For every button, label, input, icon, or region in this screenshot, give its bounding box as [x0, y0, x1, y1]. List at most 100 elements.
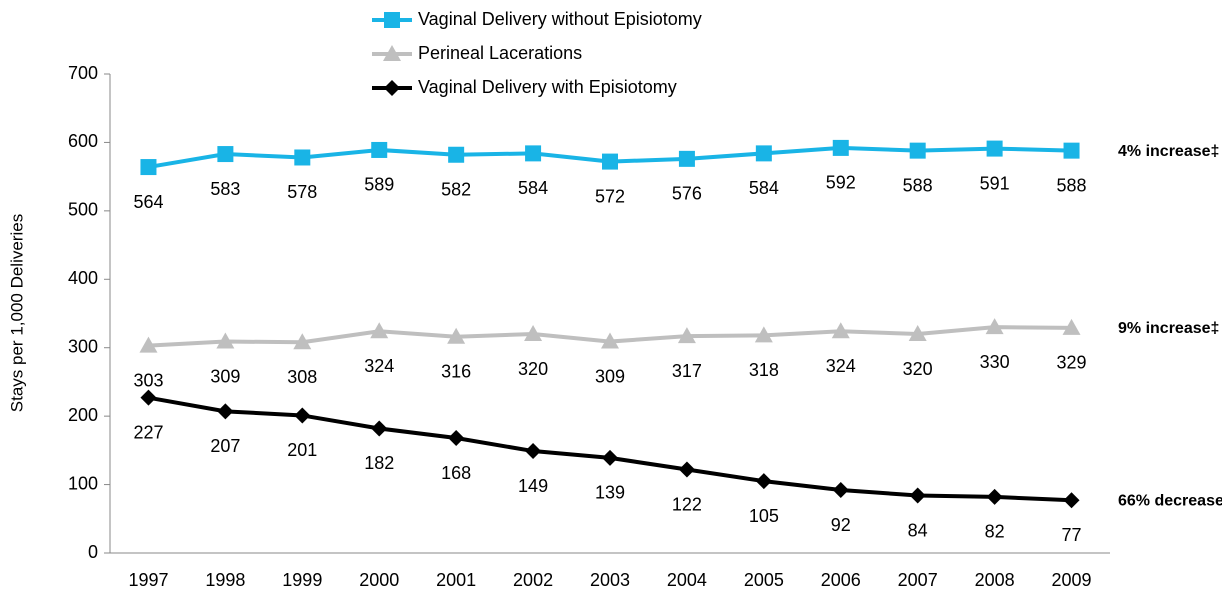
legend-label: Vaginal Delivery with Episiotomy	[418, 77, 677, 97]
data-point	[754, 326, 773, 343]
data-point	[370, 322, 389, 339]
data-label: 564	[133, 192, 163, 212]
x-tick-label: 2006	[821, 570, 861, 590]
data-label: 329	[1057, 353, 1087, 373]
data-point	[755, 473, 772, 490]
data-point	[525, 443, 542, 460]
legend-marker	[383, 45, 401, 61]
y-tick-label: 400	[68, 268, 98, 288]
data-point	[832, 482, 849, 499]
data-point	[831, 322, 850, 339]
data-label: 303	[133, 370, 163, 390]
data-label: 583	[210, 179, 240, 199]
x-tick-label: 1997	[128, 570, 168, 590]
data-point	[1063, 492, 1080, 509]
x-tick-label: 2001	[436, 570, 476, 590]
data-point	[602, 449, 618, 466]
data-point	[217, 403, 234, 420]
data-point	[602, 153, 618, 170]
data-label: 584	[518, 178, 548, 198]
annotation: 66% decrease	[1118, 493, 1222, 510]
data-point	[678, 150, 695, 167]
data-point	[832, 139, 849, 156]
data-label: 584	[749, 178, 779, 198]
data-label: 168	[441, 463, 471, 483]
x-tick-label: 2003	[590, 570, 630, 590]
y-tick-label: 600	[68, 131, 98, 151]
legend-label: Perineal Lacerations	[418, 43, 582, 63]
data-point	[139, 336, 158, 353]
data-point	[525, 145, 542, 162]
y-tick-label: 300	[68, 336, 98, 356]
data-label: 308	[287, 367, 317, 387]
data-point	[294, 149, 311, 166]
data-label: 227	[133, 422, 163, 442]
data-label: 149	[518, 476, 548, 496]
data-label: 309	[210, 366, 240, 386]
data-label: 316	[441, 362, 471, 382]
data-label: 324	[826, 356, 856, 376]
data-point	[524, 325, 543, 342]
data-point	[371, 141, 388, 158]
data-point	[293, 333, 312, 350]
data-label: 207	[210, 436, 240, 456]
data-point	[678, 461, 695, 478]
data-label: 201	[287, 440, 317, 460]
y-tick-label: 200	[68, 405, 98, 425]
data-point	[986, 140, 1003, 157]
data-point	[986, 488, 1003, 505]
data-label: 92	[831, 515, 851, 535]
data-label: 576	[672, 184, 702, 204]
data-label: 588	[1057, 175, 1087, 195]
data-label: 324	[364, 356, 394, 376]
data-label: 139	[595, 483, 625, 503]
data-point	[448, 146, 465, 163]
data-point	[371, 420, 388, 437]
data-point	[216, 332, 235, 349]
data-label: 77	[1062, 525, 1082, 545]
x-tick-label: 2007	[898, 570, 938, 590]
data-point	[140, 389, 157, 406]
data-point	[294, 407, 311, 424]
data-label: 591	[980, 173, 1010, 193]
x-tick-label: 2004	[667, 570, 707, 590]
x-tick-label: 2000	[359, 570, 399, 590]
y-tick-label: 500	[68, 200, 98, 220]
data-label: 122	[672, 494, 702, 514]
data-label: 589	[364, 175, 394, 195]
annotation: 4% increase‡	[1118, 143, 1219, 160]
data-label: 588	[903, 175, 933, 195]
data-point	[601, 332, 619, 349]
data-point	[448, 430, 465, 447]
annotation: 9% increase‡	[1118, 320, 1219, 337]
x-tick-label: 1998	[205, 570, 245, 590]
legend-marker	[384, 80, 400, 96]
data-point	[909, 142, 926, 159]
x-tick-label: 1999	[282, 570, 322, 590]
data-label: 320	[903, 359, 933, 379]
x-tick-label: 2002	[513, 570, 553, 590]
data-point	[217, 146, 234, 163]
data-point	[447, 327, 466, 344]
data-label: 105	[749, 506, 779, 526]
data-point	[908, 325, 927, 342]
x-tick-label: 2005	[744, 570, 784, 590]
y-tick-label: 0	[88, 542, 98, 562]
y-axis-label: Stays per 1,000 Deliveries	[7, 214, 26, 412]
data-point	[677, 327, 696, 344]
data-label: 317	[672, 361, 702, 381]
legend-label: Vaginal Delivery without Episiotomy	[418, 9, 702, 29]
legend-marker	[384, 12, 400, 28]
data-point	[909, 487, 926, 504]
data-label: 582	[441, 179, 471, 199]
data-label: 572	[595, 186, 625, 206]
y-tick-label: 700	[68, 63, 98, 83]
data-label: 309	[595, 366, 625, 386]
data-label: 318	[749, 360, 779, 380]
data-point	[985, 318, 1004, 335]
data-label: 182	[364, 453, 394, 473]
x-tick-label: 2008	[975, 570, 1015, 590]
data-label: 330	[980, 352, 1010, 372]
y-tick-label: 100	[68, 473, 98, 493]
